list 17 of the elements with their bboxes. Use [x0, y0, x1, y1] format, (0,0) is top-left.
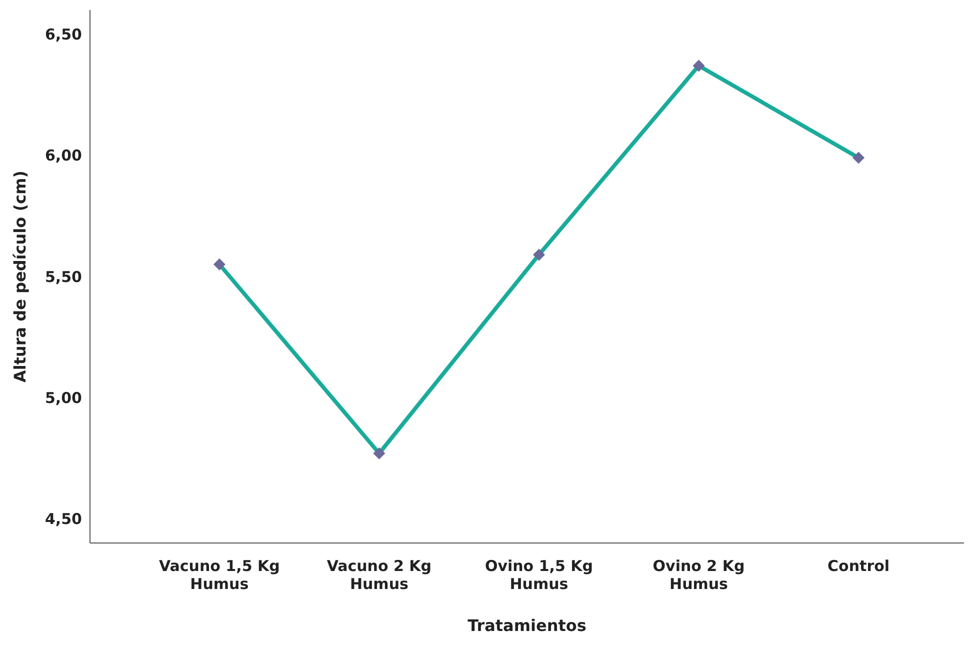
x-tick-label: Vacuno 2 Kg Humus: [326, 557, 432, 593]
y-tick-label: 4,50: [44, 510, 82, 528]
y-tick-label: 5,50: [44, 268, 82, 286]
point: [373, 447, 386, 460]
point: [213, 258, 226, 270]
point: [852, 152, 865, 164]
x-tick-label: Vacuno 1,5 Kg Humus: [159, 557, 280, 593]
x-axis-title: Tratamientos: [468, 616, 586, 635]
y-tick-label: 6,50: [44, 26, 82, 44]
x-tick-label: Ovino 1,5 Kg Humus: [484, 557, 594, 593]
x-tick-label: Control: [828, 557, 890, 575]
y-tick-label: 6,00: [44, 146, 82, 165]
point: [532, 248, 545, 261]
y-axis-title: Altura de pedículo (cm): [10, 170, 30, 382]
y-tick-label: 5,00: [44, 388, 82, 407]
x-tick-label: Ovino 2 Kg Humus: [652, 557, 745, 593]
point: [692, 60, 705, 72]
